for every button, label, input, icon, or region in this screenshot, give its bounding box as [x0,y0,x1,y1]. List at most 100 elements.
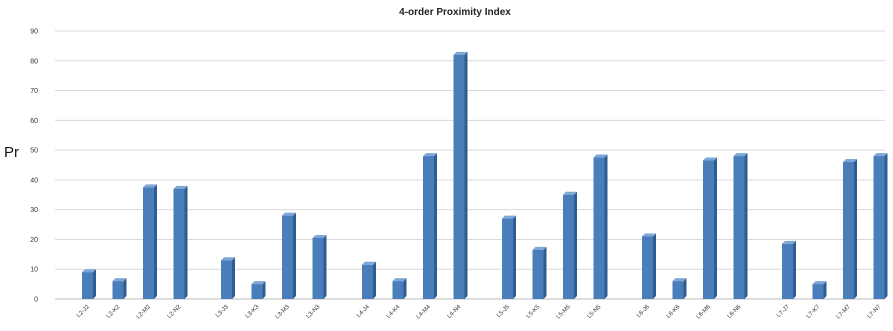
bar-front [392,281,404,299]
bar-top [502,215,516,219]
bar-side [604,154,608,299]
bar-top [423,153,437,157]
x-tick-label: L2-N2 [167,304,183,320]
bar-top [672,278,687,282]
bar-top [453,51,468,55]
bar [642,233,656,299]
bar [873,153,888,299]
x-tick-label: L4-K4 [386,304,402,320]
bar [703,157,717,299]
bar-front [703,160,714,299]
bar-side [823,281,827,299]
bar-front [873,156,885,299]
bar-top [251,281,266,285]
bar-side [184,185,188,299]
bar-top [221,257,235,261]
bar-side [93,269,96,299]
bar-front [453,54,465,300]
x-tick-label: L2-K2 [106,304,122,320]
bar-side [232,257,235,299]
bar-side [513,215,516,299]
bar-side [373,261,376,299]
bar-side [323,234,327,299]
bar-front [251,284,263,299]
x-tick-label: L6-N6 [727,304,743,320]
y-axis-label: Pr [4,144,19,161]
bar-front [362,264,373,299]
bar-top [112,278,127,282]
bar-top [593,154,608,158]
bar-front [672,281,684,299]
y-tick-label: 90 [30,29,38,36]
x-tick-label: L5-K5 [526,304,542,320]
y-tick-label: 0 [34,297,38,304]
gridlines [55,30,885,300]
bar-top [873,153,888,157]
y-tick-labels: 0 10 20 30 40 50 60 70 80 90 [30,29,38,304]
bar [282,212,296,299]
bar-top [532,246,547,250]
bar-top [282,212,296,216]
bar [392,278,407,299]
bar [453,51,468,300]
bar-side [884,153,888,299]
bar-front [532,249,544,299]
bar-side [293,212,296,299]
x-tick-label: L3-K3 [245,304,261,320]
bar [502,215,516,299]
bar [112,278,127,299]
bar-side [154,184,157,299]
x-tick-label: L2-J2 [76,304,91,319]
bar [563,191,577,299]
bar [593,154,608,299]
bar-front [593,157,605,299]
x-tick-label: L4-J4 [356,304,371,319]
y-tick-label: 80 [30,58,38,65]
x-tick-labels: L2-J2 L2-K2 L2-M2 L2-N2 L3-J3 L3-K3 L3-M3 L3-N3… [76,304,883,321]
bar-front [812,284,824,299]
x-tick-label: L6-K6 [666,304,682,320]
bar-front [423,156,434,299]
bar [173,185,188,299]
bar [733,153,748,299]
x-tick-label: L2-M2 [136,304,153,321]
bar [82,269,96,299]
x-tick-label: L6-M6 [696,304,713,321]
y-tick-label: 70 [30,88,38,95]
bar-side [434,153,437,299]
bar-top [563,191,577,195]
bar-top [843,159,857,163]
bar-top [812,281,827,285]
x-tick-label: L3-M3 [275,304,292,321]
bars [82,51,888,300]
bar-front [221,260,232,299]
x-tick-label: L7-K7 [806,304,822,320]
bar-side [262,281,266,299]
x-tick-label: L5-M5 [556,304,573,321]
bar-front [563,194,574,299]
bar-side [793,240,796,299]
bar [782,240,796,299]
x-tick-label: L3-N3 [306,304,322,320]
bar-top [143,184,157,188]
bar-side [653,233,656,299]
bar [672,278,687,299]
bar-side [714,157,717,299]
bar-side [464,51,468,300]
bar [312,234,327,299]
bar-front [843,162,854,299]
x-tick-label: L3-J3 [215,304,230,319]
bar [221,257,235,299]
bar-side [574,191,577,299]
bar [143,184,157,299]
x-tick-label: L7-M7 [836,304,853,321]
bar-front [642,236,653,299]
bar-top [733,153,748,157]
bar [423,153,437,299]
bar-front [282,215,293,299]
y-tick-label: 40 [30,177,38,184]
bar-side [683,278,687,299]
bar-front [733,156,745,299]
bar-side [123,278,127,299]
